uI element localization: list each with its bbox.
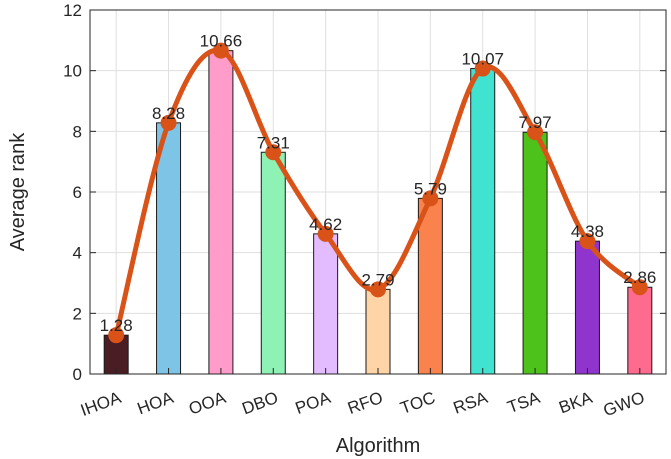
y-tick-label: 6	[73, 183, 82, 202]
y-tick-label: 8	[73, 122, 82, 141]
value-label: 10.66	[200, 32, 243, 51]
trend-marker-dbo	[265, 144, 282, 161]
x-tick-label: GWO	[601, 388, 647, 420]
bar-ooa	[208, 50, 234, 375]
value-label: 7.31	[257, 133, 290, 152]
y-tick-label: 2	[73, 304, 82, 323]
trend-marker-hoa	[160, 114, 177, 131]
x-axis-label: Algorithm	[336, 435, 420, 457]
x-tick-label: DBO	[240, 388, 281, 418]
value-label: 1.28	[100, 316, 133, 335]
bar-poa	[313, 233, 339, 375]
x-tick-label: TSA	[505, 388, 543, 417]
x-tick-label: TOC	[398, 388, 438, 418]
y-axis-label: Average rank	[7, 132, 29, 252]
x-tick-label: IHOA	[78, 388, 124, 420]
trend-marker-toc	[422, 190, 439, 207]
x-tick-label: RFO	[345, 388, 385, 418]
bar-tsa	[522, 131, 548, 375]
value-label: 4.62	[309, 215, 342, 234]
value-label: 4.38	[571, 222, 604, 241]
y-tick-label: 12	[63, 1, 82, 20]
x-tick-label: HOA	[135, 388, 177, 419]
y-tick-label: 10	[63, 62, 82, 81]
x-tick-label: POA	[293, 388, 334, 418]
bar-rsa	[470, 68, 496, 375]
bars	[103, 50, 653, 375]
value-label: 8.28	[152, 104, 185, 123]
value-label: 2.79	[361, 270, 394, 289]
x-tick-label: OOA	[186, 388, 229, 419]
bar-gwo	[627, 286, 653, 375]
value-labels: 1.28 8.28 10.66 7.31 4.62 2.79 5.79 10.07 7.97 4.…	[100, 32, 657, 336]
value-label: 5.79	[414, 179, 447, 198]
x-tick-label: RSA	[451, 388, 491, 418]
x-tick-label: BKA	[556, 388, 595, 418]
trend-marker-poa	[317, 225, 334, 242]
trend-marker-ooa	[212, 42, 229, 59]
bar-rfo	[365, 288, 391, 375]
y-tick-label: 4	[73, 244, 82, 263]
trend-marker-rfo	[370, 281, 386, 298]
y-axis-ticks: 0 2 4 6 8 10 12	[63, 1, 666, 384]
trend-marker-gwo	[631, 279, 648, 296]
x-axis-ticks: IHOA HOA OOA DBO POA RFO TOC RSA TSA BKA GWO	[78, 368, 647, 420]
trend-marker-bka	[579, 233, 596, 250]
value-label: 10.07	[461, 50, 504, 69]
value-label: 2.86	[623, 268, 656, 287]
trend-marker-tsa	[527, 124, 544, 141]
value-label: 7.97	[519, 113, 552, 132]
trend-markers	[108, 42, 648, 344]
bar-dbo	[260, 151, 286, 375]
bar-bka	[574, 240, 600, 375]
trend-marker-rsa	[474, 60, 491, 77]
trend-marker-ihoa	[108, 327, 125, 344]
y-tick-label: 0	[73, 365, 82, 384]
bar-hoa	[156, 122, 182, 375]
bar-toc	[417, 197, 443, 375]
